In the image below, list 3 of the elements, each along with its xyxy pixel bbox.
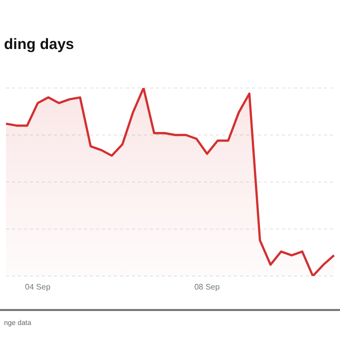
chart-title: ding days — [4, 36, 74, 53]
x-tick-label: 04 Sep — [25, 282, 51, 292]
x-tick-label: 08 Sep — [194, 282, 220, 292]
